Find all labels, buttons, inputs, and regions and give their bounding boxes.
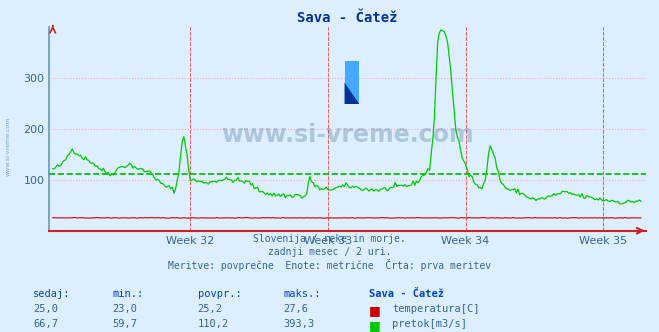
Text: 59,7: 59,7 [112,319,137,329]
Text: pretok[m3/s]: pretok[m3/s] [392,319,467,329]
Text: maks.:: maks.: [283,289,321,299]
Polygon shape [345,61,359,104]
Text: Meritve: povprečne  Enote: metrične  Črta: prva meritev: Meritve: povprečne Enote: metrične Črta:… [168,259,491,271]
Text: www.si-vreme.com: www.si-vreme.com [5,116,11,176]
Polygon shape [345,83,359,104]
Title: Sava - Čatež: Sava - Čatež [297,11,398,25]
Text: Sava - Čatež: Sava - Čatež [369,289,444,299]
Text: 25,0: 25,0 [33,304,58,314]
Text: 27,6: 27,6 [283,304,308,314]
Text: 110,2: 110,2 [198,319,229,329]
Text: zadnji mesec / 2 uri.: zadnji mesec / 2 uri. [268,247,391,257]
Text: 393,3: 393,3 [283,319,314,329]
Text: 25,2: 25,2 [198,304,223,314]
Text: 66,7: 66,7 [33,319,58,329]
Text: min.:: min.: [112,289,143,299]
Text: ■: ■ [369,319,381,332]
Text: temperatura[C]: temperatura[C] [392,304,480,314]
Text: sedaj:: sedaj: [33,289,71,299]
Text: povpr.:: povpr.: [198,289,241,299]
Text: Slovenija / reke in morje.: Slovenija / reke in morje. [253,234,406,244]
Text: www.si-vreme.com: www.si-vreme.com [221,123,474,147]
Text: 23,0: 23,0 [112,304,137,314]
Text: ■: ■ [369,304,381,317]
